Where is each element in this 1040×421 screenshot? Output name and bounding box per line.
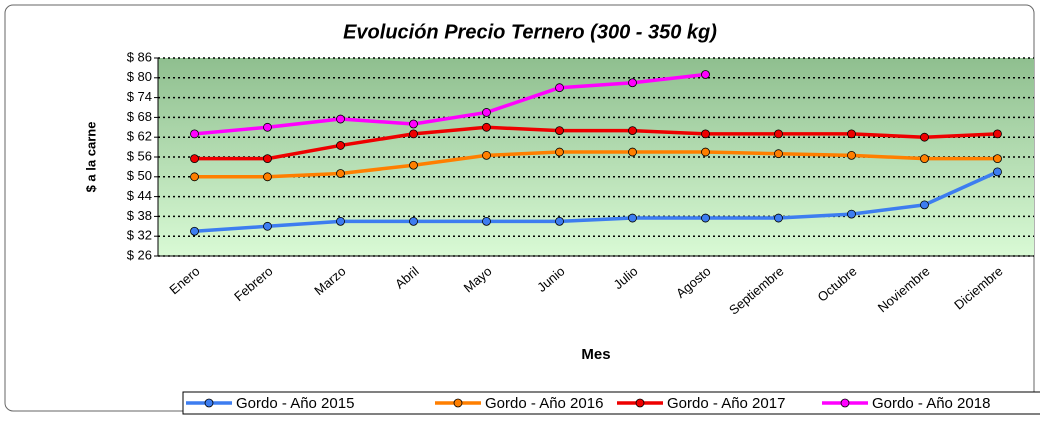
y-axis-label: $ a la carne — [83, 122, 98, 193]
series-line — [194, 125, 998, 161]
data-point — [993, 154, 1002, 164]
data-point — [993, 129, 1002, 139]
y-tick-label: $ 80 — [127, 69, 152, 84]
data-point — [263, 172, 272, 182]
data-point — [555, 216, 564, 226]
data-point — [701, 147, 710, 157]
data-point — [409, 119, 418, 129]
y-tick-label: $ 44 — [127, 188, 152, 203]
data-point — [628, 213, 637, 223]
legend-marker — [635, 398, 645, 408]
data-point — [628, 147, 637, 157]
data-point — [774, 213, 783, 223]
data-point — [555, 126, 564, 136]
series-line — [194, 72, 706, 136]
y-tick-label: $ 56 — [127, 148, 152, 163]
legend-label: Gordo - Año 2015 — [236, 395, 354, 412]
data-point — [701, 213, 710, 223]
data-point — [482, 122, 491, 132]
data-point — [774, 129, 783, 139]
data-point — [336, 114, 345, 124]
y-tick-label: $ 74 — [127, 89, 152, 104]
data-point — [190, 226, 199, 236]
legend-label: Gordo - Año 2016 — [485, 395, 603, 412]
y-tick-label: $ 38 — [127, 208, 152, 223]
data-point — [409, 160, 418, 170]
data-point — [482, 150, 491, 160]
data-point — [920, 132, 929, 142]
data-point — [774, 149, 783, 159]
data-point — [336, 141, 345, 150]
y-tick-label: $ 68 — [127, 109, 152, 124]
data-point — [336, 216, 345, 226]
data-point — [190, 154, 199, 164]
data-point — [920, 200, 929, 210]
data-point — [409, 129, 418, 139]
legend-label: Gordo - Año 2017 — [667, 395, 785, 412]
data-point — [555, 147, 564, 157]
data-point — [847, 209, 856, 219]
data-point — [628, 126, 637, 136]
legend-marker — [204, 398, 214, 408]
data-point — [263, 221, 272, 231]
legend-label: Gordo - Año 2018 — [872, 395, 990, 412]
data-point — [482, 216, 491, 226]
series-line — [194, 170, 999, 233]
data-point — [847, 150, 856, 160]
data-point — [263, 122, 272, 132]
y-tick-label: $ 50 — [127, 168, 152, 183]
data-point — [190, 129, 199, 139]
y-tick-label: $ 62 — [127, 129, 152, 144]
data-point — [701, 70, 710, 79]
data-point — [190, 172, 199, 182]
y-tick-label: $ 32 — [127, 228, 152, 243]
y-tick-label: $ 26 — [127, 247, 152, 262]
data-point — [847, 129, 856, 139]
series-line — [194, 150, 998, 179]
data-point — [555, 83, 564, 93]
legend — [182, 391, 1040, 415]
legend-marker — [453, 398, 463, 408]
chart-title: Evolución Precio Ternero (300 - 350 kg) — [343, 21, 717, 43]
y-tick-label: $ 86 — [127, 49, 152, 64]
data-point — [409, 216, 418, 226]
data-point — [920, 154, 929, 164]
data-point — [701, 129, 710, 139]
data-point — [628, 78, 637, 88]
x-axis-label: Mes — [581, 346, 610, 363]
legend-marker — [840, 398, 850, 408]
data-point — [263, 154, 272, 164]
data-point — [336, 169, 345, 178]
data-point — [482, 108, 491, 117]
data-point — [993, 167, 1002, 177]
